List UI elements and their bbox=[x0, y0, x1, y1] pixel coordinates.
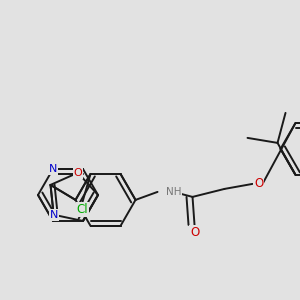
Text: NH: NH bbox=[166, 187, 181, 197]
Text: O: O bbox=[254, 177, 263, 190]
Text: Cl: Cl bbox=[77, 203, 88, 216]
Text: O: O bbox=[190, 226, 199, 239]
Text: N: N bbox=[49, 164, 57, 174]
Text: O: O bbox=[74, 168, 82, 178]
Text: N: N bbox=[50, 210, 58, 220]
